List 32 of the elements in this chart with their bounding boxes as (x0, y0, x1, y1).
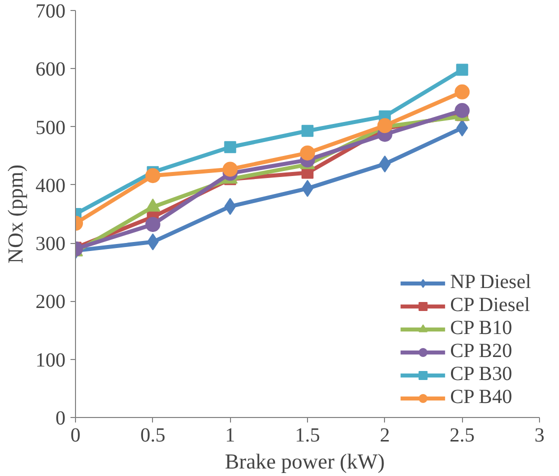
point (454, 103, 470, 118)
point (302, 124, 314, 137)
x-tick-label: 0.5 (140, 424, 166, 446)
y-tick-label: 300 (36, 233, 66, 256)
y-tick-label: 400 (36, 174, 66, 197)
point (222, 162, 238, 177)
legend-label: CP B30 (450, 363, 512, 386)
x-tick-label: 3 (534, 424, 544, 446)
x-tick-label: 2.5 (450, 424, 475, 446)
y-tick-label: 100 (36, 349, 66, 372)
y-tick-label: 500 (36, 116, 66, 139)
legend-label: CP Diesel (450, 294, 530, 317)
x-tick-label: 0 (70, 424, 80, 446)
point (454, 84, 470, 100)
legend-label: CP B20 (450, 340, 512, 363)
y-tick-label: 0 (56, 408, 66, 430)
x-tick-label: 2 (380, 424, 390, 446)
point (145, 216, 160, 232)
point (224, 141, 236, 154)
point (456, 64, 468, 76)
y-axis-title: NOx (ppm) (4, 164, 28, 264)
legend-label: CP B40 (450, 386, 512, 409)
point (300, 145, 315, 160)
y-tick-label: 600 (36, 58, 66, 81)
x-axis-title: Brake power (kW) (224, 450, 385, 474)
point (145, 168, 160, 184)
x-tick-label: 1.5 (295, 424, 320, 446)
legend-label: CP B10 (450, 317, 512, 340)
y-tick-label: 200 (36, 291, 66, 314)
y-tick-label: 700 (36, 0, 66, 22)
x-tick-label: 1 (225, 424, 236, 446)
legend-label: NP Diesel (450, 271, 531, 294)
